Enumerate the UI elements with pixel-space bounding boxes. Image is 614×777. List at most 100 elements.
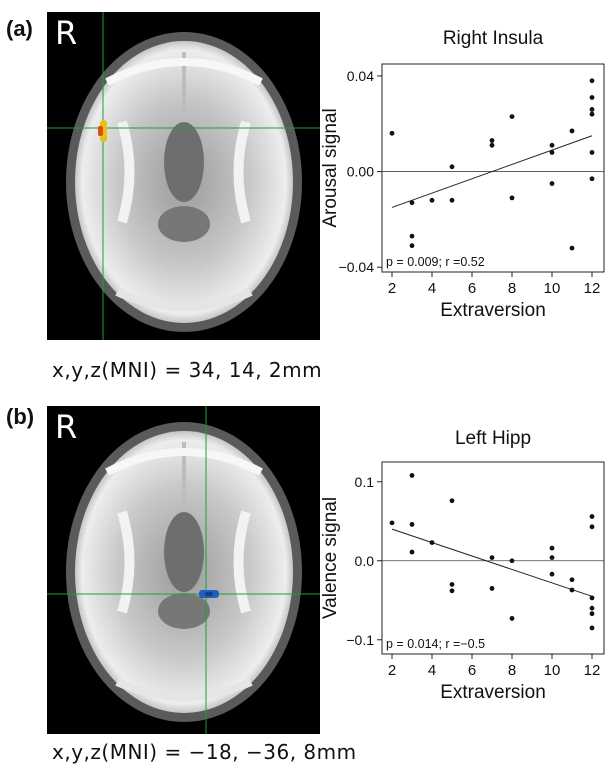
x-axis-label: Extraversion: [440, 682, 546, 703]
ventricle: [164, 122, 204, 202]
frontal-white-matter: [105, 58, 263, 86]
x-tick-label: 8: [508, 662, 516, 679]
data-point: [549, 545, 555, 551]
x-tick-label: 8: [508, 280, 516, 297]
data-point: [489, 586, 495, 591]
data-point: [489, 138, 495, 143]
x-axis-label: Extraversion: [440, 300, 546, 321]
x-tick-label: 12: [584, 280, 601, 297]
data-point: [549, 142, 555, 148]
mni-coordinates: x,y,z(MNI) = 34, 14, 2mm: [52, 358, 323, 382]
data-point: [409, 549, 415, 555]
data-point: [589, 611, 595, 617]
plot-frame: [381, 461, 605, 655]
stats-annotation: p = 0.014; r =−0.5: [386, 637, 485, 651]
brain-axial-slice: R: [47, 406, 320, 734]
white-matter-right: [117, 510, 135, 614]
x-tick-label: 10: [544, 662, 561, 679]
data-point: [569, 128, 575, 134]
data-point: [589, 111, 595, 117]
data-point: [589, 514, 595, 519]
chart-title: Left Hipp: [455, 428, 531, 449]
data-point: [449, 498, 455, 504]
data-point: [509, 558, 515, 564]
data-point: [549, 571, 555, 577]
data-point: [569, 577, 575, 583]
y-tick-label: 0.1: [355, 474, 375, 490]
data-point: [409, 233, 415, 239]
midbrain: [158, 593, 210, 629]
x-tick-label: 2: [388, 662, 396, 679]
data-point: [589, 176, 595, 182]
data-point: [589, 107, 595, 112]
data-point: [589, 595, 595, 601]
x-tick-label: 10: [544, 280, 561, 297]
activation-blob: [100, 120, 107, 142]
data-point: [409, 522, 415, 527]
regression-line: [391, 528, 593, 597]
data-point: [449, 588, 455, 594]
x-tick-label: 6: [468, 662, 476, 679]
chart-title: Right Insula: [443, 28, 544, 49]
x-tick-label: 6: [468, 280, 476, 297]
scatter-chart-left-hipp: Left Hipp 2 4 6 8 10 12 −0.1 0.0 0.1 Extraversion V…: [320, 428, 605, 703]
data-point: [389, 130, 395, 136]
y-axis-label: Arousal signal: [320, 108, 341, 227]
data-point: [589, 625, 595, 631]
x-tick-label: 2: [388, 280, 396, 297]
hemisphere-letter: R: [55, 14, 78, 52]
x-tick-label: 12: [584, 662, 601, 679]
plot-frame: [381, 63, 605, 273]
brain-image: [47, 12, 320, 340]
data-point: [409, 200, 415, 206]
data-point: [489, 555, 495, 561]
ventricle: [164, 512, 204, 592]
data-point: [429, 197, 435, 203]
data-point: [589, 605, 595, 611]
white-matter-left: [233, 120, 251, 224]
x-tick-label: 4: [428, 280, 436, 297]
hemisphere-letter: R: [55, 408, 78, 446]
y-tick-label: 0.00: [347, 164, 374, 180]
figure-panel-b: (b) R x,y,z: [0, 392, 614, 777]
brain-axial-slice: R: [47, 12, 320, 340]
data-point: [429, 540, 435, 545]
data-point: [549, 555, 555, 561]
data-point: [409, 243, 415, 249]
y-tick-label: 0.0: [355, 553, 375, 569]
data-point: [569, 245, 575, 251]
activation-blob-core: [205, 592, 213, 596]
activation-blob-core: [98, 126, 103, 136]
data-point: [589, 95, 595, 100]
data-point: [509, 616, 515, 621]
panel-label: (a): [6, 16, 33, 41]
data-point: [389, 520, 395, 526]
data-point: [509, 114, 515, 119]
data-point: [489, 142, 495, 148]
data-point: [409, 473, 415, 478]
data-point: [449, 164, 455, 170]
data-point: [589, 78, 595, 84]
data-point: [509, 195, 515, 201]
data-point: [449, 197, 455, 203]
data-point: [589, 524, 595, 530]
regression-line: [391, 135, 593, 208]
mni-coordinates: x,y,z(MNI) = −18, −36, 8mm: [52, 740, 357, 764]
scatter-chart-right-insula: Right Insula 2 4 6 8 10 12 −0.04 0.00 0.04 Extrave…: [320, 28, 605, 321]
y-axis-label: Valence signal: [320, 497, 341, 619]
brain-image: [47, 406, 320, 734]
data-point: [569, 587, 575, 593]
data-point: [589, 150, 595, 155]
occipital-white-matter: [115, 288, 253, 311]
panel-label: (b): [6, 404, 35, 429]
data-point: [549, 150, 555, 155]
white-matter-left: [233, 510, 251, 614]
white-matter-right: [117, 120, 135, 224]
data-point: [549, 181, 555, 186]
x-tick-label: 4: [428, 662, 436, 679]
frontal-white-matter: [105, 448, 263, 476]
y-tick-label: −0.1: [346, 632, 374, 648]
midbrain: [158, 206, 210, 242]
y-tick-label: 0.04: [347, 68, 374, 84]
figure-panel-a: (a) R x,y,z: [6, 12, 605, 382]
